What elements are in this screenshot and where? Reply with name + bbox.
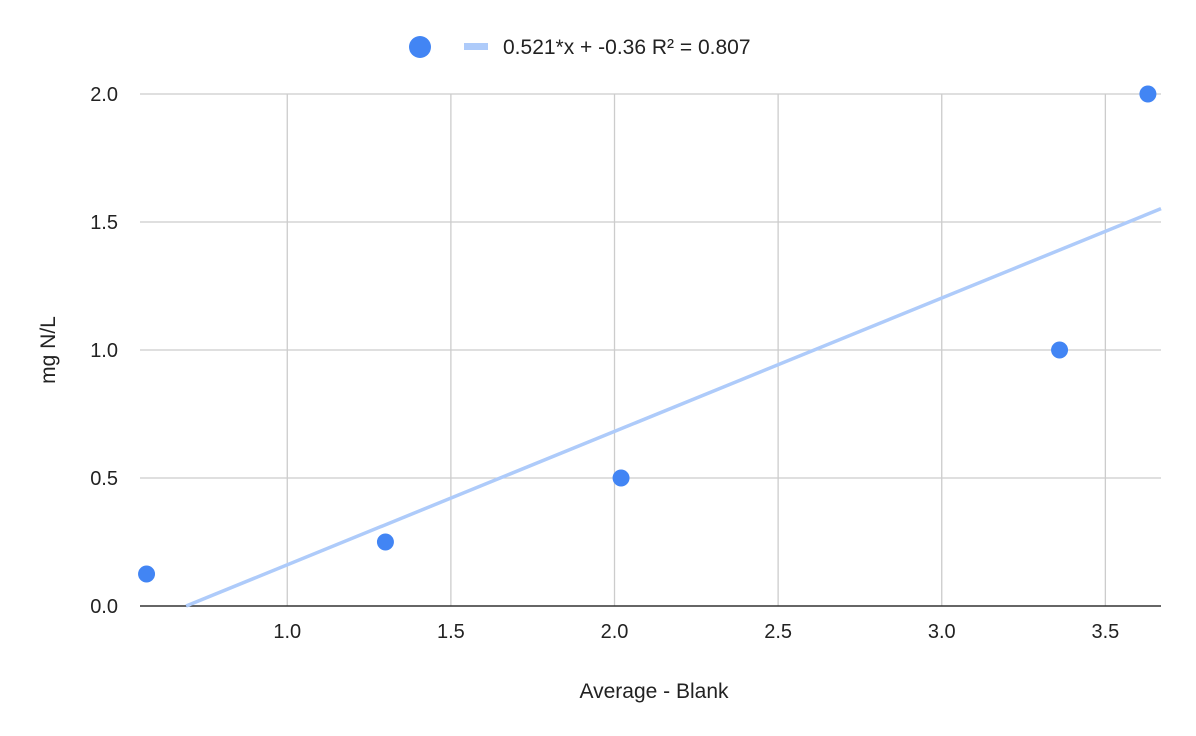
legend: 0.521*x + -0.36 R² = 0.807 xyxy=(409,36,751,59)
x-tick-label: 1.5 xyxy=(437,621,465,643)
data-point xyxy=(376,533,394,551)
y-tick-label: 2.0 xyxy=(90,84,118,106)
y-tick-label: 0.0 xyxy=(90,596,118,618)
data-point xyxy=(1051,341,1069,359)
trendline xyxy=(185,207,1162,608)
y-axis-title: mg N/L xyxy=(37,316,60,384)
data-point xyxy=(612,469,630,487)
x-tick-label: 2.5 xyxy=(764,621,792,643)
grid-lines xyxy=(140,93,1161,607)
legend-series-marker xyxy=(409,36,431,58)
y-tick-label: 1.5 xyxy=(90,212,118,234)
x-tick-label: 1.0 xyxy=(273,621,301,643)
x-tick-label: 2.0 xyxy=(601,621,629,643)
x-tick-label: 3.5 xyxy=(1091,621,1119,643)
x-axis-title: Average - Blank xyxy=(579,680,729,703)
tick-labels: 0.0 0.5 1.0 1.5 2.0 1.0 1.5 2.0 2.5 3.0 3.5 xyxy=(90,84,1119,643)
data-point xyxy=(138,565,156,583)
legend-trendline-marker xyxy=(464,43,488,50)
legend-trendline-label: 0.521*x + -0.36 R² = 0.807 xyxy=(503,36,751,59)
data-point xyxy=(1139,85,1157,103)
trendline-layer xyxy=(185,207,1162,608)
y-tick-label: 0.5 xyxy=(90,468,118,490)
data-points xyxy=(138,85,1157,583)
x-tick-label: 3.0 xyxy=(928,621,956,643)
y-tick-label: 1.0 xyxy=(90,340,118,362)
